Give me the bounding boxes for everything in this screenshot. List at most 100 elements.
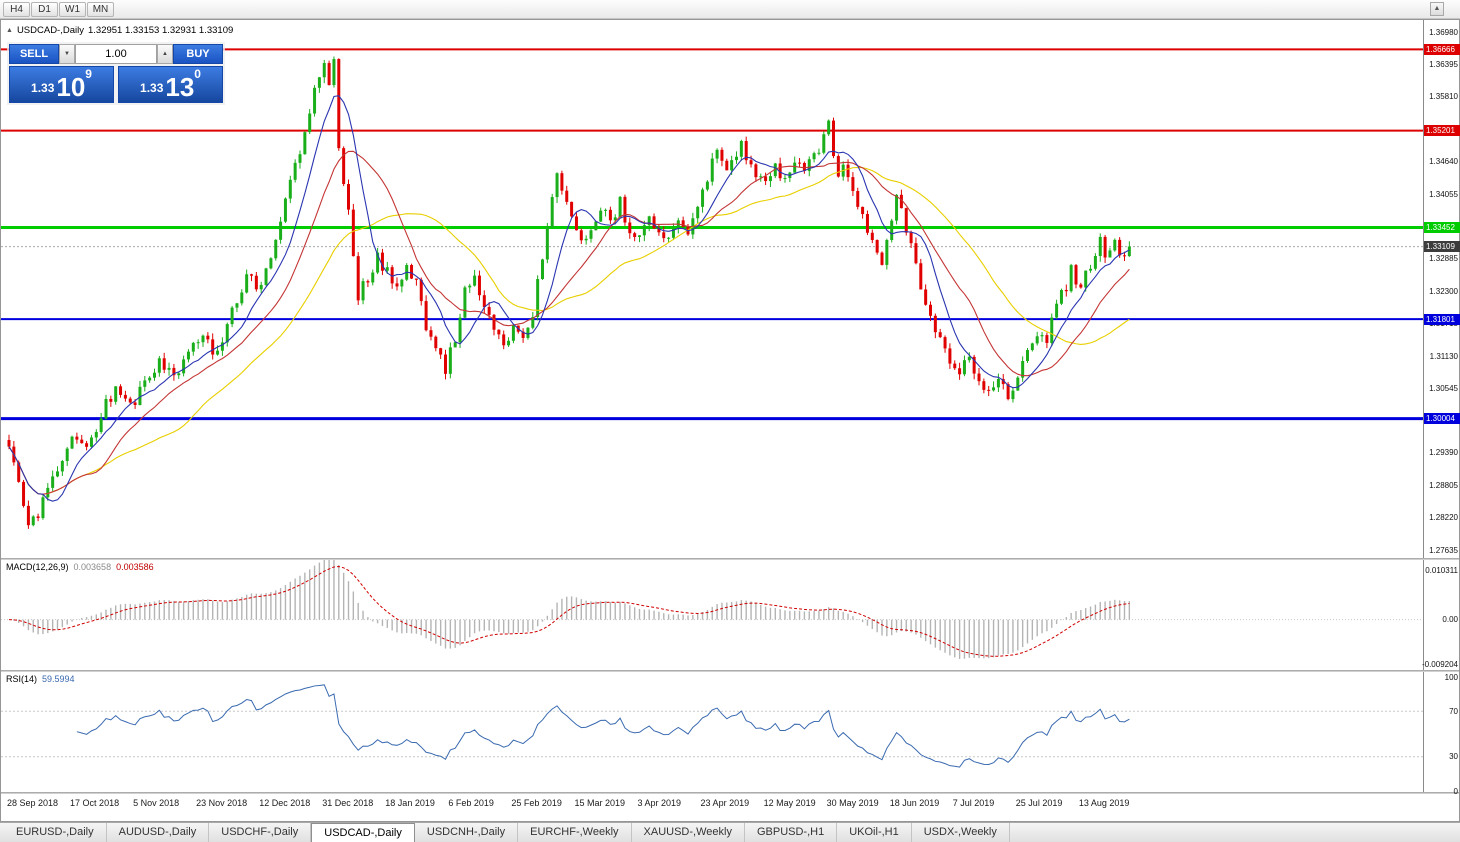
tab-usdx-weekly[interactable]: USDX-,Weekly <box>912 823 1010 842</box>
tab-eurchf-weekly[interactable]: EURCHF-,Weekly <box>518 823 632 842</box>
macd-label: MACD(12,26,9) 0.003658 0.003586 <box>6 562 154 572</box>
date-label: 3 Apr 2019 <box>637 798 682 808</box>
candles-layer <box>7 56 1131 529</box>
main-chart-area[interactable]: ▲ USDCAD-,Daily 1.32951 1.33153 1.32931 … <box>1 20 1423 558</box>
bid-price-button[interactable]: 1.33 10 9 <box>9 66 114 103</box>
macd-signal-value: 0.003586 <box>116 562 154 572</box>
macd-histogram <box>13 560 1131 659</box>
date-label: 18 Jan 2019 <box>385 798 435 808</box>
collapse-panel-icon[interactable]: ▲ <box>6 27 13 34</box>
axis-label: 1.28805 <box>1429 480 1458 490</box>
tab-usdcnh-daily[interactable]: USDCNH-,Daily <box>415 823 519 842</box>
timeframe-mn-button[interactable]: MN <box>87 1 114 17</box>
macd-panel[interactable]: MACD(12,26,9) 0.003658 0.003586 <box>1 560 1423 670</box>
rsi-label: RSI(14) 59.5994 <box>6 674 75 684</box>
timeframe-d1-button[interactable]: D1 <box>31 1 58 17</box>
price-tag: 1.35201 <box>1424 125 1460 137</box>
axis-label: 1.35810 <box>1429 92 1458 102</box>
date-label: 7 Jul 2019 <box>952 798 995 808</box>
price-tag: 1.33452 <box>1424 222 1460 234</box>
axis-label: 1.34640 <box>1429 157 1458 167</box>
rsi-panel[interactable]: RSI(14) 59.5994 <box>1 672 1423 792</box>
tab-usdchf-daily[interactable]: USDCHF-,Daily <box>209 823 312 842</box>
axis-label: 1.29390 <box>1429 448 1458 458</box>
date-label: 30 May 2019 <box>826 798 879 808</box>
axis-label: 1.28220 <box>1429 513 1458 523</box>
ask-price-major: 1.33 <box>140 81 164 95</box>
date-label: 23 Nov 2018 <box>196 798 248 808</box>
sell-button[interactable]: SELL <box>9 44 59 64</box>
date-label: 12 May 2019 <box>763 798 816 808</box>
axis-label: 0.010311 <box>1425 565 1458 575</box>
ma-line <box>8 166 1130 495</box>
ma-line <box>8 95 1130 502</box>
axis-label: 0 <box>1453 786 1458 796</box>
rsi-value: 59.5994 <box>42 674 75 684</box>
timeframe-toolbar: H4 D1 W1 MN ▲ <box>0 0 1460 19</box>
axis-corner <box>1423 794 1459 821</box>
chart-ohlc-values: 1.32951 1.33153 1.32931 1.33109 <box>87 25 234 36</box>
date-label: 25 Jul 2019 <box>1015 798 1063 808</box>
axis-label: 100 <box>1444 672 1458 682</box>
tab-ukoil-h1[interactable]: UKOil-,H1 <box>837 823 912 842</box>
volume-decrease-icon[interactable]: ▼ <box>59 44 75 64</box>
ma-line <box>8 150 1130 495</box>
timeframe-h4-button[interactable]: H4 <box>3 1 30 17</box>
axis-label: 1.36395 <box>1429 59 1458 69</box>
ask-price-pips: 13 <box>165 71 195 102</box>
panel-splitter[interactable] <box>1 792 1459 794</box>
axis-label: 1.27635 <box>1429 545 1458 555</box>
macd-signal-line <box>8 566 1130 657</box>
date-label: 12 Dec 2018 <box>259 798 311 808</box>
price-tag: 1.33109 <box>1424 241 1460 253</box>
macd-name: MACD(12,26,9) <box>6 562 69 572</box>
date-label: 13 Aug 2019 <box>1078 798 1130 808</box>
rsi-axis[interactable]: 100 70 30 0 <box>1423 672 1459 796</box>
axis-label: -0.009204 <box>1421 659 1458 669</box>
panel-splitter[interactable] <box>1 558 1459 560</box>
volume-input[interactable]: 1.00 <box>75 44 157 64</box>
rsi-chart <box>1 684 1423 768</box>
axis-label: 1.32885 <box>1429 254 1458 264</box>
date-label: 17 Oct 2018 <box>70 798 120 808</box>
buy-button[interactable]: BUY <box>173 44 223 64</box>
price-tag: 1.36666 <box>1424 43 1460 55</box>
ask-price-button[interactable]: 1.33 13 0 <box>118 66 223 103</box>
date-axis[interactable]: 28 Sep 2018 17 Oct 2018 5 Nov 2018 23 Nov 2… <box>1 794 1423 821</box>
price-tag: 1.31801 <box>1424 313 1460 325</box>
scroll-up-icon[interactable]: ▲ <box>1430 2 1444 16</box>
axis-label: 1.31130 <box>1429 351 1458 361</box>
date-label: 18 Jun 2019 <box>889 798 940 808</box>
date-label: 25 Feb 2019 <box>511 798 562 808</box>
axis-label: 1.36980 <box>1429 27 1458 37</box>
one-click-trading-panel: SELL ▼ 1.00 ▲ BUY 1.33 10 9 1.33 <box>7 42 225 105</box>
axis-label: 0.00 <box>1442 615 1458 625</box>
tab-xauusd-weekly[interactable]: XAUUSD-,Weekly <box>632 823 745 842</box>
axis-label: 1.34055 <box>1429 189 1458 199</box>
macd-axis[interactable]: 0.010311 0.00 -0.009204 <box>1421 560 1459 670</box>
tab-eurusd-daily[interactable]: EURUSD-,Daily <box>4 823 107 842</box>
axis-label: 1.32300 <box>1429 286 1458 296</box>
bid-price-pips: 10 <box>56 71 86 102</box>
price-axis[interactable]: 1.36980 1.36395 1.35810 1.34640 1.34055 1.328… <box>1423 20 1460 558</box>
date-label: 6 Feb 2019 <box>448 798 494 808</box>
bid-price-major: 1.33 <box>31 81 55 95</box>
date-label: 15 Mar 2019 <box>574 798 625 808</box>
axis-label: 1.30545 <box>1429 384 1458 394</box>
tab-audusd-daily[interactable]: AUDUSD-,Daily <box>107 823 210 842</box>
tab-gbpusd-h1[interactable]: GBPUSD-,H1 <box>745 823 838 842</box>
rsi-line <box>76 684 1130 768</box>
tab-usdcad-daily[interactable]: USDCAD-,Daily <box>311 823 415 842</box>
panel-splitter[interactable] <box>1 670 1459 672</box>
date-label: 31 Dec 2018 <box>322 798 374 808</box>
date-label: 5 Nov 2018 <box>133 798 180 808</box>
price-tag: 1.30004 <box>1424 413 1460 425</box>
ask-price-point: 0 <box>194 67 201 81</box>
rsi-name: RSI(14) <box>6 674 38 684</box>
volume-increase-icon[interactable]: ▲ <box>157 44 173 64</box>
bid-price-point: 9 <box>85 67 92 81</box>
date-label: 23 Apr 2019 <box>700 798 750 808</box>
timeframe-w1-button[interactable]: W1 <box>59 1 86 17</box>
chart-title-bar: ▲ USDCAD-,Daily 1.32951 1.33153 1.32931 … <box>6 25 233 36</box>
chart-window: ▲ USDCAD-,Daily 1.32951 1.33153 1.32931 … <box>0 19 1460 822</box>
